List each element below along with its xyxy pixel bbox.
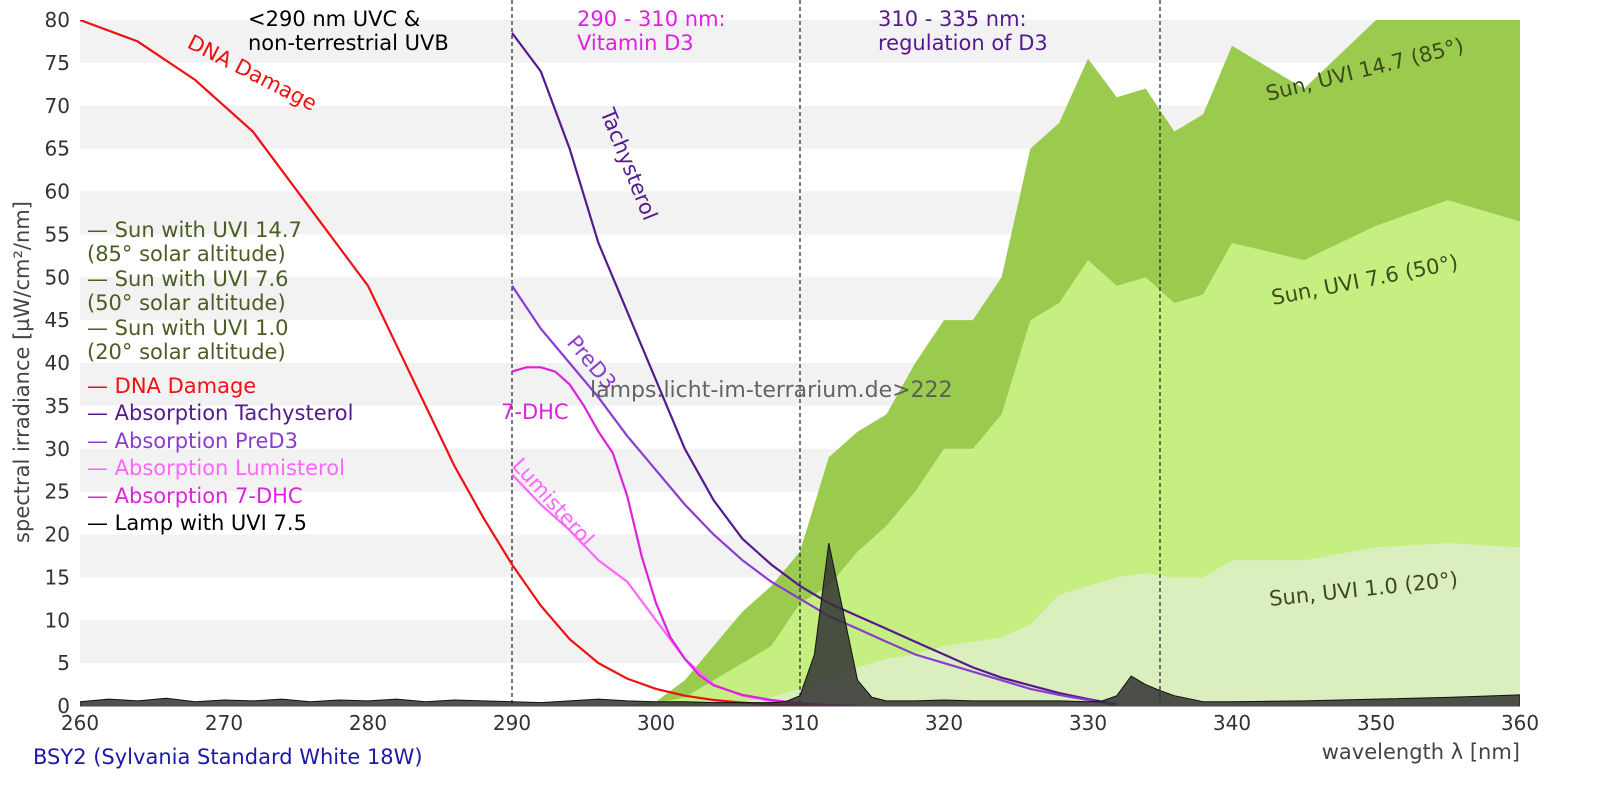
region-dividers (511, 0, 1161, 706)
y-tick-label: 30 (45, 437, 70, 461)
x-tick-label: 280 (349, 711, 387, 735)
region-label: 290 - 310 nm: (577, 7, 726, 31)
curve-label: 7-DHC (501, 400, 569, 424)
x-tick-label: 320 (925, 711, 963, 735)
x-tick-label: 270 (205, 711, 243, 735)
y-tick-label: 25 (45, 480, 70, 504)
x-tick-label: 290 (493, 711, 531, 735)
region-label: regulation of D3 (878, 31, 1048, 55)
legend-entry: — DNA Damage (87, 374, 256, 398)
lamp-name: BSY2 (Sylvania Standard White 18W) (33, 745, 423, 769)
x-tick-label: 330 (1069, 711, 1107, 735)
y-tick-label: 15 (45, 565, 70, 589)
series-absorption-tachysterol (511, 32, 1117, 706)
y-axis-ticks: 0 5 10 15 20 25 30 35 40 45 50 55 60 65 70 75 80 (45, 8, 70, 718)
sun-spectra-areas (612, 20, 1520, 706)
x-axis-ticks: 260 270 280 290 300 310 320 330 340 350 360 (61, 711, 1539, 735)
y-tick-label: 70 (45, 94, 70, 118)
y-tick-label: 5 (57, 651, 70, 675)
x-tick-label: 310 (781, 711, 819, 735)
x-tick-label: 340 (1213, 711, 1251, 735)
y-tick-label: 50 (45, 265, 70, 289)
y-tick-label: 65 (45, 137, 70, 161)
y-tick-label: 60 (45, 180, 70, 204)
region-label: <290 nm UVC & (248, 7, 420, 31)
legend-entry: — Sun with UVI 14.7 (87, 218, 302, 242)
y-tick-label: 45 (45, 308, 70, 332)
watermark-text: lamps.licht-im-terrarium.de>222 (590, 378, 953, 403)
series-absorption-7-dhc (511, 366, 858, 706)
legend-entry: (85° solar altitude) (87, 242, 286, 266)
legend-entry: — Sun with UVI 1.0 (87, 316, 289, 340)
region-labels: <290 nm UVC &non-terrestrial UVB 290 - 31… (248, 7, 1048, 55)
y-tick-label: 55 (45, 222, 70, 246)
grid-band (80, 20, 1520, 63)
x-tick-label: 360 (1501, 711, 1539, 735)
y-tick-label: 20 (45, 523, 70, 547)
legend-entry: — Sun with UVI 7.6 (87, 267, 289, 291)
x-axis-title: wavelength λ [nm] (1321, 740, 1520, 764)
legend-entry: — Absorption Lumisterol (87, 456, 345, 480)
lamp-spectrum (80, 542, 1520, 706)
legend-entry: (50° solar altitude) (87, 291, 286, 315)
y-tick-label: 75 (45, 51, 70, 75)
y-axis-title: spectral irradiance [µW/cm²/nm] (10, 201, 34, 543)
legend-entry: — Absorption 7-DHC (87, 484, 303, 508)
legend-entry: (20° solar altitude) (87, 340, 286, 364)
x-tick-label: 350 (1357, 711, 1395, 735)
legend-entry: — Absorption PreD3 (87, 429, 298, 453)
x-tick-label: 260 (61, 711, 99, 735)
series-lamp-with-uvi-7-5 (80, 542, 1520, 706)
legend-entry: — Lamp with UVI 7.5 (87, 511, 307, 535)
region-label: 310 - 335 nm: (878, 7, 1027, 31)
region-label: non-terrestrial UVB (248, 31, 449, 55)
y-tick-label: 10 (45, 608, 70, 632)
y-tick-label: 0 (57, 694, 70, 718)
y-tick-label: 80 (45, 8, 70, 32)
legend-entry: — Absorption Tachysterol (87, 401, 353, 425)
y-tick-label: 35 (45, 394, 70, 418)
legend: — Sun with UVI 14.7 (85° solar altitude)… (87, 218, 353, 535)
y-tick-label: 40 (45, 351, 70, 375)
series-absorption-pred3 (511, 285, 1117, 706)
region-label: Vitamin D3 (577, 31, 694, 55)
series-sun-with-uvi-1-0 (699, 543, 1520, 706)
x-tick-label: 300 (637, 711, 675, 735)
